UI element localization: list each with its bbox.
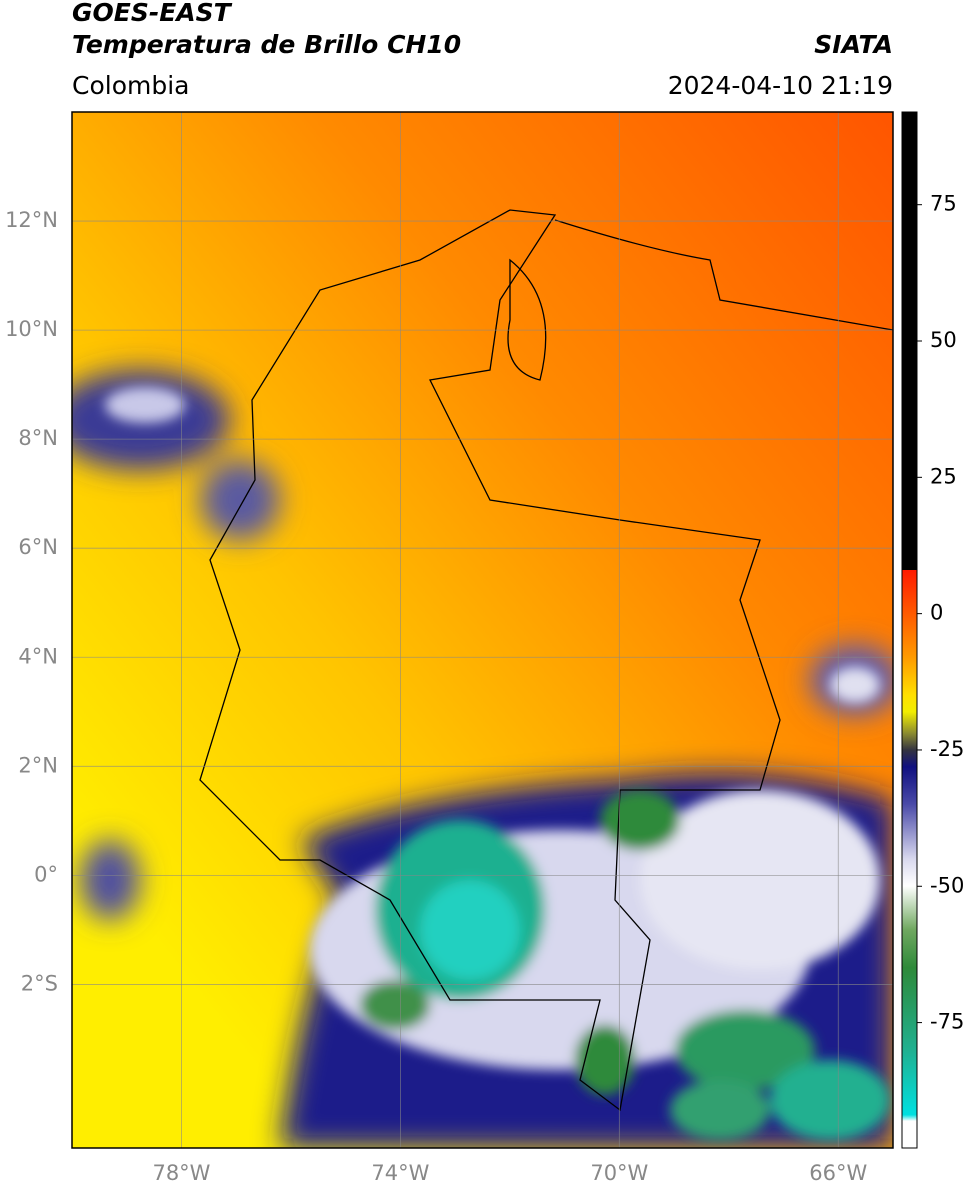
x-tick-label: 78°W	[152, 1161, 210, 1185]
colorbar	[901, 111, 918, 1149]
colorbar-label: 25	[930, 464, 957, 488]
y-tick-label: 4°N	[18, 644, 58, 668]
y-tick-label: 0°	[34, 862, 58, 886]
subtitle: Temperatura de Brillo CH10	[72, 30, 461, 59]
y-tick-label: 8°N	[18, 426, 58, 450]
map-frame	[71, 111, 894, 1149]
x-tick-label: 74°W	[371, 1161, 429, 1185]
x-tick-label: 70°W	[590, 1161, 648, 1185]
datetime: 2024-04-10 21:19	[668, 71, 893, 100]
y-tick-label: 6°N	[18, 535, 58, 559]
y-tick-label: 10°N	[5, 317, 58, 341]
colorbar-label: -75	[930, 1010, 964, 1034]
region: Colombia	[72, 71, 189, 100]
colorbar-label: -50	[930, 873, 964, 897]
y-tick-label: 12°N	[5, 208, 58, 232]
y-tick-label: 2°N	[18, 753, 58, 777]
map-image	[72, 112, 893, 1148]
colorbar-label: 0	[930, 601, 943, 625]
y-tick-label: 2°S	[21, 971, 58, 995]
x-tick-label: 66°W	[809, 1161, 867, 1185]
colorbar-label: 50	[930, 328, 957, 352]
colorbar-label: -25	[930, 737, 964, 761]
title: GOES-EAST	[72, 0, 233, 27]
source: SIATA	[814, 30, 893, 59]
grid	[72, 112, 893, 1148]
colorbar-label: 75	[930, 192, 957, 216]
